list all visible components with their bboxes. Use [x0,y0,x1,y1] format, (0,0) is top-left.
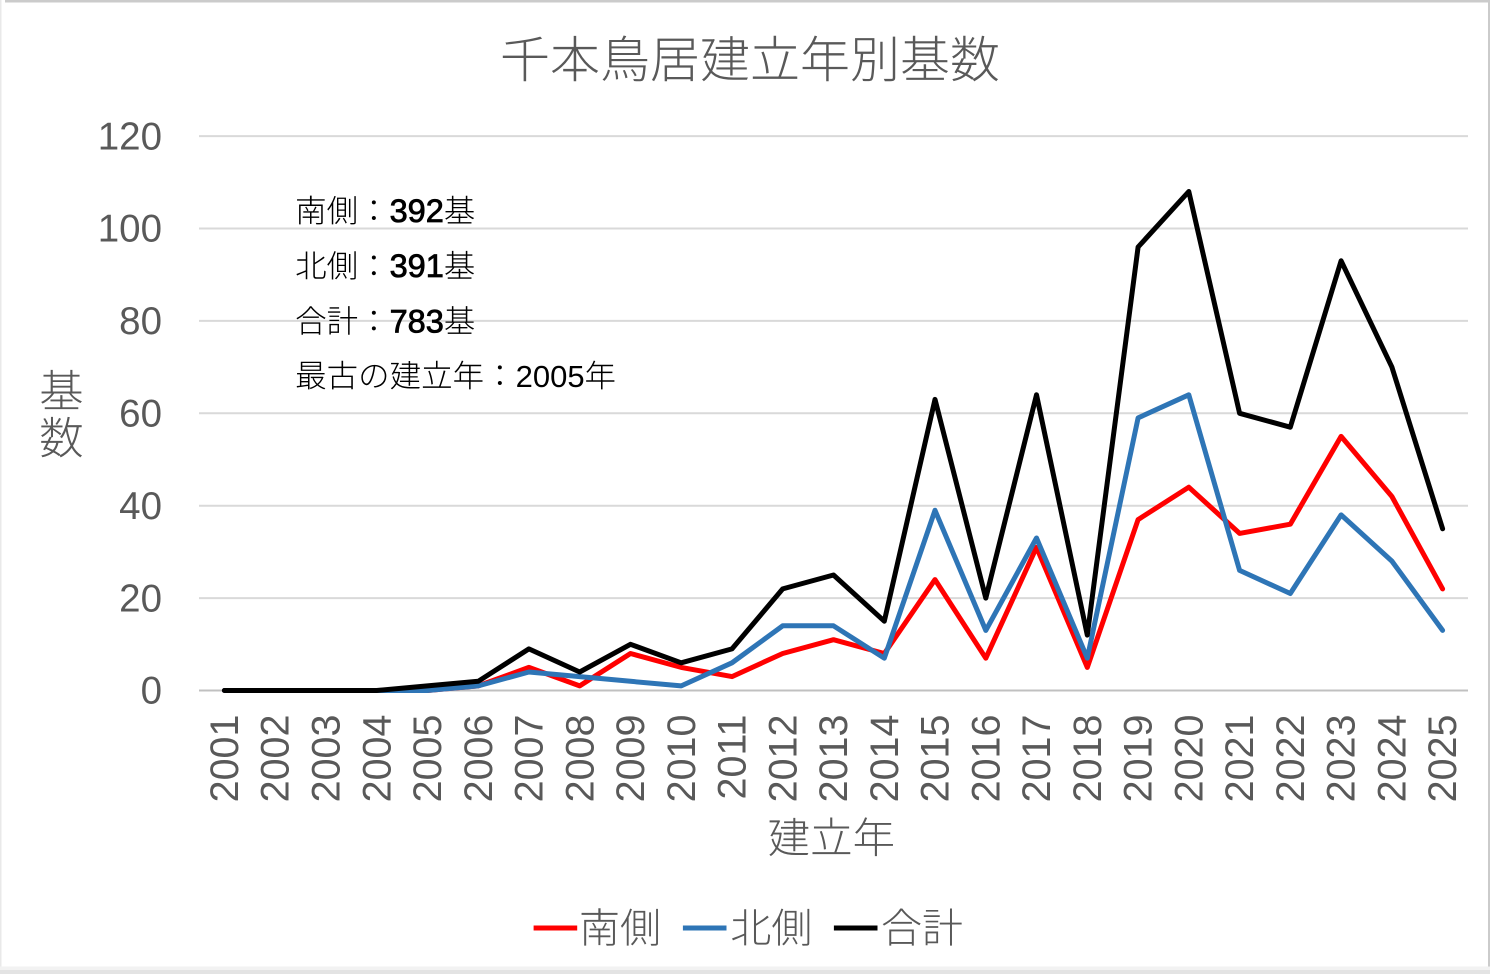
svg-text:2022: 2022 [1269,715,1313,803]
svg-text:392: 392 [390,193,444,229]
svg-text:2020: 2020 [1167,715,1211,803]
svg-text:2003: 2003 [305,715,349,803]
svg-text:2001: 2001 [203,715,247,803]
svg-text:2002: 2002 [254,715,298,803]
svg-text:2021: 2021 [1218,715,1262,803]
svg-text:2025: 2025 [1421,715,1465,803]
svg-text:783: 783 [390,303,444,339]
svg-text:2014: 2014 [863,715,907,803]
svg-text:2019: 2019 [1117,715,1161,803]
svg-text:2011: 2011 [711,715,755,800]
svg-text:2005: 2005 [516,359,585,394]
svg-text:2023: 2023 [1320,715,1364,803]
svg-text:100: 100 [98,208,162,251]
svg-text:2007: 2007 [508,715,552,803]
svg-text:2004: 2004 [355,715,399,803]
svg-text:120: 120 [98,115,162,158]
svg-text:2005: 2005 [406,715,450,803]
svg-text:2008: 2008 [558,715,602,803]
svg-text:2018: 2018 [1066,715,1110,803]
svg-text:80: 80 [119,300,162,343]
svg-text:2015: 2015 [914,715,958,803]
svg-text:0: 0 [141,670,162,713]
svg-text:2009: 2009 [609,715,653,803]
svg-text:2024: 2024 [1371,715,1415,803]
svg-text:2006: 2006 [457,715,501,803]
svg-text:60: 60 [119,393,162,436]
svg-text:2010: 2010 [660,715,704,803]
svg-text:40: 40 [119,485,162,528]
svg-text:391: 391 [390,248,444,284]
svg-text:2013: 2013 [812,715,856,803]
svg-text:20: 20 [119,577,162,620]
svg-text:2017: 2017 [1015,715,1059,803]
svg-text:2012: 2012 [761,715,805,803]
svg-text:2016: 2016 [964,715,1008,803]
